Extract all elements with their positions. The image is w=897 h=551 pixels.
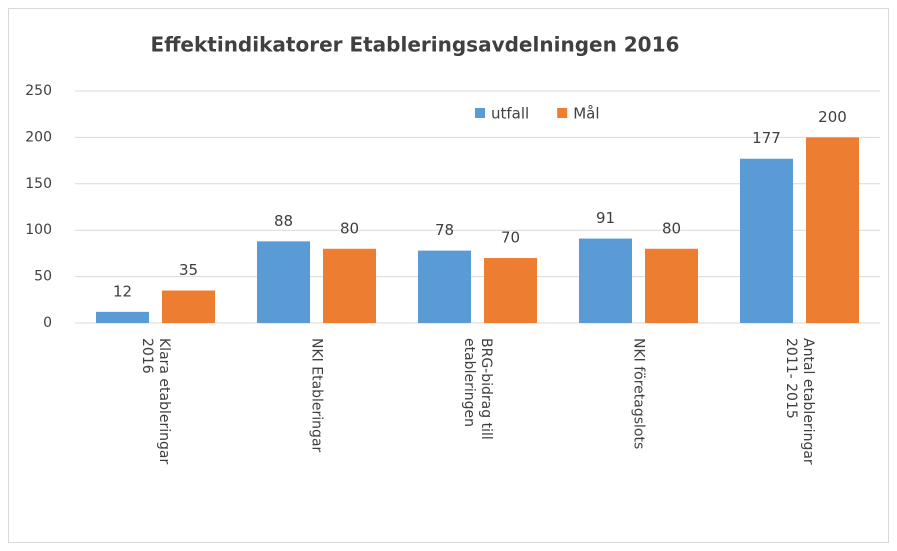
x-tick-label: 2016 <box>139 338 155 374</box>
y-tick-label: 150 <box>25 176 52 192</box>
legend-swatch <box>557 108 568 118</box>
bar <box>96 311 149 323</box>
x-tick-label: NKI företagslots <box>631 338 647 449</box>
value-label: 91 <box>596 209 615 227</box>
bar <box>484 258 537 323</box>
x-tick-label: NKI Etableringar <box>309 338 325 453</box>
y-tick-label: 100 <box>25 222 52 238</box>
legend-label: utfall <box>491 105 529 123</box>
bar <box>740 158 793 323</box>
y-tick-label: 0 <box>43 315 52 331</box>
x-tick-label: BRG-bidrag till <box>478 338 494 440</box>
y-tick-label: 200 <box>25 129 52 145</box>
value-label: 70 <box>501 229 520 247</box>
value-label: 80 <box>340 219 359 237</box>
bar <box>418 250 471 323</box>
bar <box>645 248 698 323</box>
bar <box>806 137 859 323</box>
value-label: 35 <box>179 261 198 279</box>
x-tick-label: Antal etableringar <box>800 338 816 465</box>
chart-title: Effektindikatorer Etableringsavdelningen… <box>151 33 680 57</box>
bar <box>162 290 215 323</box>
bar <box>257 241 310 323</box>
value-label: 88 <box>274 212 293 230</box>
x-tick-label: etableringen <box>461 338 477 427</box>
value-label: 177 <box>752 129 781 147</box>
value-label: 78 <box>435 221 454 239</box>
bar <box>579 238 632 323</box>
x-tick-label: 2011- 2015 <box>783 338 799 419</box>
legend-swatch <box>475 108 485 118</box>
value-label: 80 <box>662 219 681 237</box>
y-tick-label: 50 <box>34 269 52 285</box>
y-tick-label: 250 <box>25 83 52 99</box>
bar <box>323 248 376 323</box>
value-label: 12 <box>113 282 132 300</box>
value-label: 200 <box>818 108 847 126</box>
x-tick-label: Klara etableringar <box>156 338 172 464</box>
legend-label: Mål <box>573 105 599 123</box>
